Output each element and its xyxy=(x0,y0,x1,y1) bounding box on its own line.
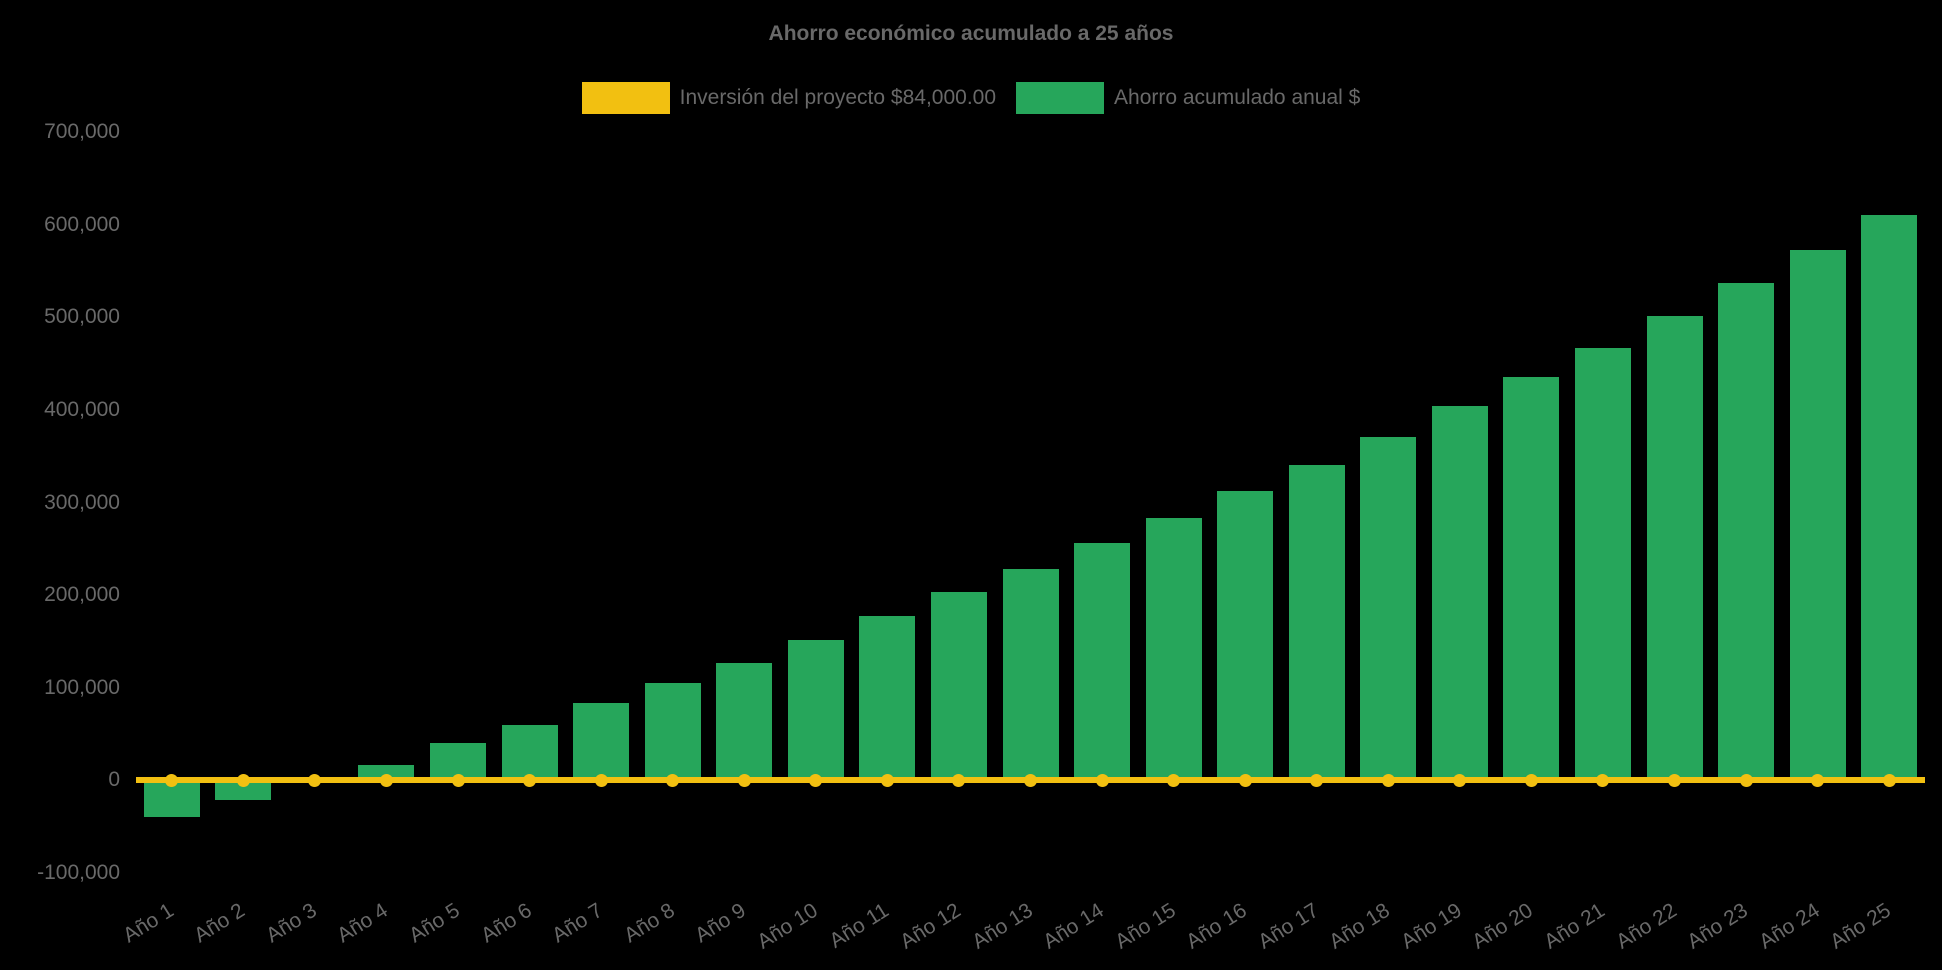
investment-line-marker[interactable] xyxy=(1739,773,1753,787)
bar-año-20[interactable] xyxy=(1503,377,1560,781)
chart-title: Ahorro económico acumulado a 25 años xyxy=(768,22,1174,45)
plot-area xyxy=(136,132,1925,873)
bar-año-25[interactable] xyxy=(1861,215,1918,781)
investment-line-marker[interactable] xyxy=(1811,773,1825,787)
investment-line-marker[interactable] xyxy=(1238,773,1252,787)
bar-año-8[interactable] xyxy=(644,683,701,781)
investment-line-marker[interactable] xyxy=(1167,773,1181,787)
y-tick-label: 400,000 xyxy=(44,397,120,421)
bar-año-7[interactable] xyxy=(573,703,630,781)
bar-año-12[interactable] xyxy=(930,592,987,781)
legend-item-line[interactable]: Inversión del proyecto $84,000.00 xyxy=(581,82,997,114)
bar-año-10[interactable] xyxy=(787,639,844,781)
bar-año-13[interactable] xyxy=(1002,569,1059,781)
bar-año-15[interactable] xyxy=(1145,518,1202,781)
investment-line-marker[interactable] xyxy=(236,773,250,787)
bar-año-16[interactable] xyxy=(1217,491,1274,781)
bar-año-19[interactable] xyxy=(1431,406,1488,781)
bar-año-4[interactable] xyxy=(358,764,415,781)
y-tick-label: 500,000 xyxy=(44,305,120,329)
bar-año-2[interactable] xyxy=(215,780,272,800)
investment-line-marker[interactable] xyxy=(308,773,322,787)
legend-swatch-bar xyxy=(1016,82,1105,114)
bar-año-22[interactable] xyxy=(1646,316,1703,781)
y-tick-label: 0 xyxy=(108,768,120,792)
investment-line-marker[interactable] xyxy=(1453,773,1467,787)
investment-line-marker[interactable] xyxy=(880,773,894,787)
legend-swatch-line xyxy=(581,82,670,114)
investment-line-marker[interactable] xyxy=(1024,773,1037,787)
investment-line-marker[interactable] xyxy=(379,773,393,787)
chart-legend: Inversión del proyecto $84,000.00 Ahorro … xyxy=(0,82,1942,114)
bar-año-6[interactable] xyxy=(501,724,558,781)
bar-año-21[interactable] xyxy=(1574,347,1631,781)
investment-line-marker[interactable] xyxy=(1310,773,1324,787)
y-tick-label: 200,000 xyxy=(44,583,120,607)
y-tick-label: 600,000 xyxy=(44,212,120,236)
investment-line-marker[interactable] xyxy=(666,773,680,787)
investment-line-marker[interactable] xyxy=(952,773,966,787)
legend-label-line: Inversión del proyecto $84,000.00 xyxy=(679,86,997,109)
y-tick-label: 300,000 xyxy=(44,490,120,514)
investment-line-marker[interactable] xyxy=(737,773,751,787)
investment-line-marker[interactable] xyxy=(165,773,179,787)
investment-line-marker[interactable] xyxy=(1381,773,1395,787)
bar-año-14[interactable] xyxy=(1074,543,1131,781)
investment-line-marker[interactable] xyxy=(451,773,465,787)
bar-año-11[interactable] xyxy=(859,616,916,781)
investment-line-marker[interactable] xyxy=(809,773,823,787)
investment-line-marker[interactable] xyxy=(594,773,608,787)
legend-label-bar: Ahorro acumulado anual $ xyxy=(1114,86,1361,109)
investment-line-marker[interactable] xyxy=(1524,773,1538,787)
y-tick-label: 700,000 xyxy=(44,120,120,143)
bar-año-17[interactable] xyxy=(1288,464,1345,781)
investment-line-marker[interactable] xyxy=(1095,773,1109,787)
investment-line-marker[interactable] xyxy=(523,773,537,787)
bar-año-18[interactable] xyxy=(1360,436,1417,781)
y-tick-label: 100,000 xyxy=(44,675,120,699)
bar-año-9[interactable] xyxy=(716,662,773,781)
bar-año-24[interactable] xyxy=(1789,249,1846,781)
investment-line-marker[interactable] xyxy=(1668,773,1682,787)
y-tick-label: -100,000 xyxy=(37,861,120,884)
investment-line-marker[interactable] xyxy=(1596,773,1610,787)
legend-item-bar[interactable]: Ahorro acumulado anual $ xyxy=(1016,82,1360,114)
investment-line-marker[interactable] xyxy=(1882,773,1896,787)
bar-año-23[interactable] xyxy=(1718,282,1775,781)
